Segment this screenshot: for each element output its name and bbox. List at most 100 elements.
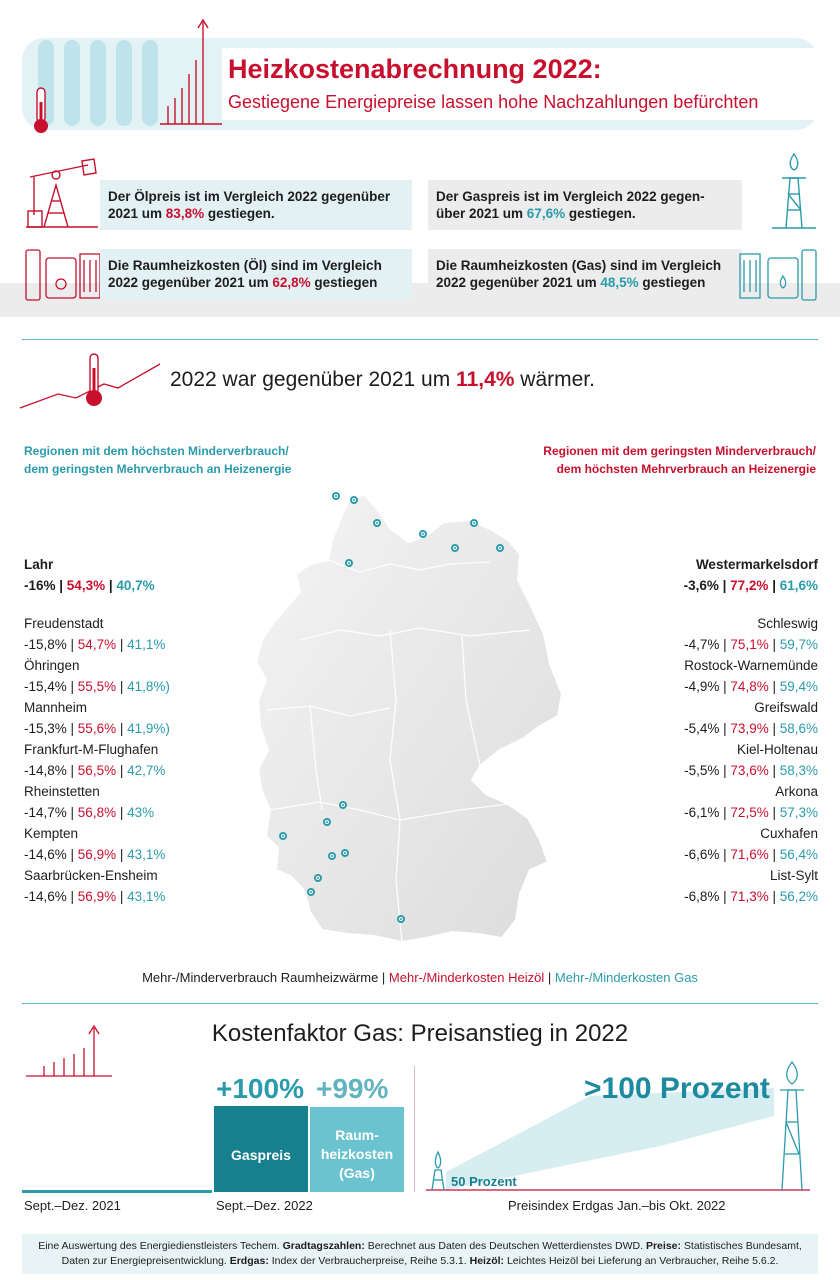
fact-line: 2022 gegenüber 2021 um 48,5% gestiegen <box>436 274 734 291</box>
station-value-oil: 71,6% <box>730 847 769 862</box>
station-values: -4,7% | 75,1% | 59,7% <box>578 634 818 655</box>
map-pin-icon <box>451 544 459 552</box>
station-value-consumption: -6,6% <box>684 847 720 862</box>
station-value-consumption: -4,9% <box>684 679 720 694</box>
index-label-50: 50 Prozent <box>451 1174 517 1189</box>
station-name: Mannheim <box>24 700 88 715</box>
station-value-consumption: -6,8% <box>684 889 720 904</box>
station-item: Freudenstadt -15,8% | 54,7% | 41,1% <box>24 613 244 655</box>
fact-text: über 2021 um <box>436 206 527 221</box>
regions-right-heading: Regionen mit dem geringsten Minderverbra… <box>543 442 816 478</box>
station-item: Saarbrücken-Ensheim -14,6% | 56,9% | 43,1… <box>24 865 244 907</box>
baseline-2021 <box>22 1190 212 1193</box>
fact-line: Der Gaspreis ist im Vergleich 2022 gegen… <box>436 189 705 204</box>
thermometer-icon <box>34 87 48 133</box>
value-separator: | <box>768 578 780 593</box>
station-value-consumption: -6,1% <box>684 805 720 820</box>
station-value-consumption: -15,4% <box>24 679 67 694</box>
fact-text: 2021 um <box>108 206 166 221</box>
fact-line: Die Raumheizkosten (Öl) sind im Vergleic… <box>108 258 382 273</box>
station-name: Rheinstetten <box>24 784 100 799</box>
footer-text: Leichtes Heizöl bei Lieferung an Verbrau… <box>504 1255 779 1267</box>
warmer-text: wärmer. <box>514 368 595 391</box>
value-separator: | <box>116 679 128 694</box>
value-separator: | <box>66 679 78 694</box>
heading-line: dem höchsten Mehrverbrauch an Heizenergi… <box>556 462 816 476</box>
value-separator: | <box>116 847 128 862</box>
fact-text: gestiegen. <box>565 206 636 221</box>
station-item: Frankfurt-M-Flughafen -14,8% | 56,5% | 42… <box>24 739 244 781</box>
fact-text: 2022 gegenüber 2021 um <box>436 275 601 290</box>
footer-text: Index der Verbraucherpreise, Reihe 5.3.1… <box>268 1255 470 1267</box>
legend-item-consumption: Mehr-/Minderverbrauch Raumheizwärme <box>142 970 379 985</box>
map-pin-icon <box>397 915 405 923</box>
station-value-consumption: -15,8% <box>24 637 67 652</box>
fact-value: 62,8% <box>272 275 311 290</box>
fact-value: 67,6% <box>526 206 566 221</box>
station-values: -6,1% | 72,5% | 57,3% <box>578 802 818 823</box>
rising-arrow-icon <box>26 1024 112 1077</box>
value-separator: | <box>66 847 78 862</box>
station-name: Arkona <box>775 784 818 799</box>
station-item: Arkona -6,1% | 72,5% | 57,3% <box>578 781 818 823</box>
station-item: Schleswig -4,7% | 75,1% | 59,7% <box>578 613 818 655</box>
station-value-gas: 56,2% <box>779 889 818 904</box>
map-pin-icon <box>345 559 353 567</box>
station-value-consumption: -14,7% <box>24 805 67 820</box>
value-separator: | <box>66 805 78 820</box>
station-value-gas: 40,7% <box>116 578 155 593</box>
value-separator: | <box>719 805 731 820</box>
fact-line: 2022 gegenüber 2021 um 62,8% gestiegen <box>108 274 404 291</box>
bar-gaspreis <box>214 1106 308 1192</box>
station-value-gas: 42,7% <box>127 763 166 778</box>
value-separator: | <box>105 578 117 593</box>
station-value-oil: 73,9% <box>730 721 769 736</box>
footer-text: Eine Auswertung des Energiedienstleister… <box>38 1240 283 1252</box>
heating-cost-pct: +99% <box>316 1073 389 1104</box>
station-item: Greifswald -5,4% | 73,9% | 58,6% <box>578 697 818 739</box>
station-value-gas: 41,8%) <box>127 679 170 694</box>
fact-line: Die Raumheizkosten (Gas) sind im Verglei… <box>436 258 722 273</box>
station-value-gas: 41,9%) <box>127 721 170 736</box>
station-value-oil: 77,2% <box>730 578 769 593</box>
fact-text: gestiegen <box>638 275 706 290</box>
value-separator: | <box>768 637 780 652</box>
station-value-oil: 55,5% <box>77 679 117 694</box>
value-separator: | <box>116 763 128 778</box>
value-separator: | <box>55 578 67 593</box>
gas-price-pct: +100% <box>216 1073 304 1104</box>
station-values: -15,3% | 55,6% | 41,9%) <box>24 718 244 739</box>
fact-text: gestiegen. <box>204 206 275 221</box>
value-separator: | <box>66 763 78 778</box>
station-value-oil: 74,8% <box>730 679 769 694</box>
station-item: Westermarkelsdorf -3,6% | 77,2% | 61,6% <box>578 554 818 596</box>
value-separator: | <box>66 721 78 736</box>
station-item: Cuxhafen -6,6% | 71,6% | 56,4% <box>578 823 818 865</box>
station-value-oil: 73,6% <box>730 763 769 778</box>
footer-bold: Erdgas: <box>229 1255 269 1267</box>
station-value-consumption: -14,6% <box>24 889 67 904</box>
station-item: List-Sylt -6,8% | 71,3% | 56,2% <box>578 865 818 907</box>
heading-line: Regionen mit dem höchsten Minderverbrauc… <box>24 444 289 458</box>
legend-item-gas: Mehr-/Minderkosten Gas <box>554 970 698 985</box>
value-separator: | <box>768 679 780 694</box>
station-item: Kempten -14,6% | 56,9% | 43,1% <box>24 823 244 865</box>
station-item: Mannheim -15,3% | 55,6% | 41,9%) <box>24 697 244 739</box>
station-value-oil: 56,5% <box>77 763 117 778</box>
value-separator: | <box>719 763 731 778</box>
value-separator: | <box>116 637 128 652</box>
station-value-gas: 56,4% <box>779 847 818 862</box>
warmer-statement: 2022 war gegenüber 2021 um 11,4% wärmer. <box>170 368 595 392</box>
value-separator: | <box>719 637 731 652</box>
station-values: -14,6% | 56,9% | 43,1% <box>24 886 244 907</box>
station-name: Lahr <box>24 557 54 572</box>
station-item: Öhringen -15,4% | 55,5% | 41,8%) <box>24 655 244 697</box>
warmer-text: 2022 war gegenüber 2021 um <box>170 368 457 391</box>
value-separator: | <box>719 721 731 736</box>
heading-line: Regionen mit dem geringsten Minderverbra… <box>543 444 816 458</box>
bar-label-gaspreis: Gaspreis <box>231 1147 291 1163</box>
germany-map <box>254 492 564 944</box>
footer-text: Berechnet aus Daten des Deutschen Wetter… <box>364 1240 646 1252</box>
map-pin-icon <box>419 530 427 538</box>
divider-vertical <box>414 1066 415 1192</box>
